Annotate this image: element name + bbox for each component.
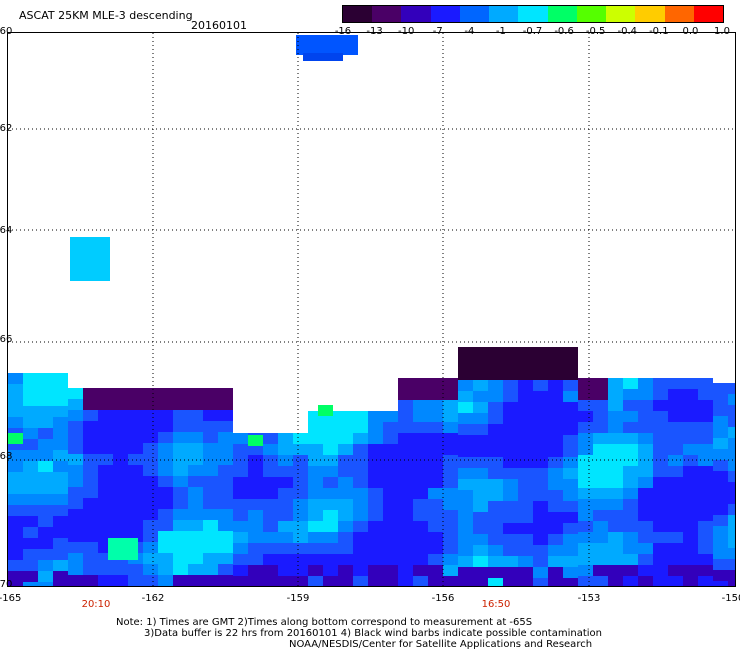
colorbar-tick-label: 1.0	[714, 26, 730, 37]
y-label-62: -62	[0, 123, 13, 134]
map-title: ASCAT 25KM MLE-3 descending	[19, 9, 193, 22]
colorbar-tick-label: -0.6	[554, 26, 574, 37]
colorbar-swatch	[372, 6, 402, 22]
x-label-162: -162	[141, 593, 165, 604]
y-label-64: -64	[0, 225, 13, 236]
y-label-70: -70	[0, 579, 13, 590]
colorbar-swatch	[576, 6, 607, 22]
x-label-165: -165	[0, 593, 22, 604]
colorbar-swatch	[343, 6, 373, 22]
x-label-153: -153	[577, 593, 601, 604]
colorbar-tick-label: -16	[334, 26, 352, 37]
colorbar-tick-label: 0.0	[682, 26, 699, 37]
y-label-60: -60	[0, 26, 13, 37]
colorbar-tick-label: -0.1	[649, 26, 669, 37]
map-data-layer	[8, 33, 735, 586]
note-line-2: 3)Data buffer is 22 hrs from 20160101 4)…	[144, 628, 602, 639]
colorbar-swatch	[635, 6, 665, 22]
colorbar-swatch	[489, 6, 519, 22]
map-plot-area	[7, 32, 736, 587]
colorbar-swatch	[606, 6, 636, 22]
colorbar-tick-label: -0.5	[585, 26, 606, 37]
y-label-68: -68	[0, 451, 13, 462]
colorbar-swatch	[401, 6, 431, 22]
colorbar-swatch	[430, 6, 460, 22]
colorbar-swatch	[664, 6, 694, 22]
pass-time-2: 16:50	[481, 599, 511, 610]
y-label-66: -66	[0, 334, 13, 345]
colorbar-tick-label: -13	[366, 26, 383, 37]
colorbar	[342, 5, 724, 23]
x-label-159: -159	[286, 593, 310, 604]
colorbar-swatch	[459, 6, 490, 22]
colorbar-tick-label: -0.4	[617, 26, 638, 37]
colorbar-tick-label: -10	[397, 26, 415, 37]
note-line-1: Note: 1) Times are GMT 2)Times along bot…	[116, 617, 533, 628]
colorbar-swatch	[693, 6, 724, 22]
colorbar-tick-label: -4	[464, 26, 475, 37]
note-line-3: NOAA/NESDIS/Center for Satellite Applica…	[289, 639, 593, 650]
colorbar-tick-label: -7	[432, 26, 443, 37]
colorbar-swatch	[518, 6, 548, 22]
colorbar-tick-label: -0.7	[522, 26, 543, 37]
x-label-156: -156	[431, 593, 455, 604]
colorbar-swatch	[547, 6, 577, 22]
x-label-150: -150	[721, 593, 740, 604]
pass-time-1: 20:10	[81, 599, 111, 610]
map-date: 20160101	[191, 19, 247, 32]
colorbar-tick-label: -1	[495, 26, 506, 37]
